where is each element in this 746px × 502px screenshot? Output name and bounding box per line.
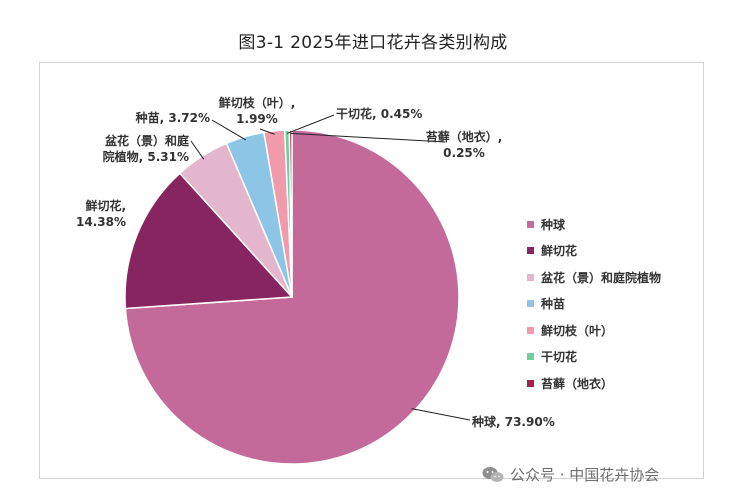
- leader-line-1: [411, 408, 471, 421]
- legend-swatch: [527, 273, 534, 281]
- chart-title: 图3-1 2025年进口花卉各类别构成: [238, 33, 508, 53]
- legend-label: 干切花: [541, 350, 578, 365]
- leader-line-3: [190, 140, 205, 160]
- legend-swatch: [527, 379, 534, 387]
- leader-line-6: [286, 114, 335, 134]
- legend-swatch: [527, 220, 534, 228]
- legend-item: 苔藓（地衣）: [527, 370, 707, 397]
- data-label-1: 种球, 73.90%: [471, 414, 555, 429]
- legend-label: 鲜切枝（叶）: [541, 323, 614, 338]
- watermark: 公众号 · 中国花卉协会: [482, 464, 659, 485]
- legend-item: 种苗: [527, 291, 707, 318]
- data-label-7: 苔藓（地衣）, 0.25%: [426, 129, 503, 160]
- legend-item: 种球: [527, 211, 707, 238]
- legend-item: 干切花: [527, 344, 707, 371]
- watermark-text: 公众号 · 中国花卉协会: [510, 466, 660, 484]
- legend-label: 盆花（景）和庭院植物: [541, 270, 662, 285]
- legend-label: 苔藓（地衣）: [541, 376, 614, 391]
- leader-line-5: [259, 128, 275, 135]
- leader-line-4: [211, 119, 247, 141]
- pie-slice-7: [288, 129, 293, 298]
- pie-slice-2: [124, 172, 294, 310]
- data-label-5: 鲜切枝（叶）, 1.99%: [219, 95, 296, 126]
- legend-swatch: [527, 353, 534, 361]
- wechat-icon: [482, 466, 504, 484]
- leader-line-7: [290, 132, 446, 143]
- legend-label: 种球: [541, 217, 566, 232]
- data-label-2: 鲜切花, 14.38%: [76, 198, 126, 229]
- legend-label: 种苗: [541, 297, 566, 312]
- legend-swatch: [527, 326, 534, 334]
- legend-swatch: [527, 247, 534, 255]
- chart-legend: 种球鲜切花盆花（景）和庭院植物 种苗鲜切枝（叶） 干切花苔藓（地衣）: [527, 211, 707, 397]
- legend-swatch: [527, 300, 534, 308]
- data-label-3: 盆花（景）和庭院植物, 5.31%: [103, 133, 189, 164]
- legend-item: 鲜切枝（叶）: [527, 317, 707, 344]
- legend-item: 鲜切花: [527, 238, 707, 265]
- data-label-6: 干切花, 0.45%: [336, 106, 422, 121]
- data-label-4: 种苗, 3.72%: [135, 110, 210, 125]
- legend-item: 盆花（景）和庭院植物: [527, 264, 707, 291]
- legend-label: 鲜切花: [541, 244, 578, 259]
